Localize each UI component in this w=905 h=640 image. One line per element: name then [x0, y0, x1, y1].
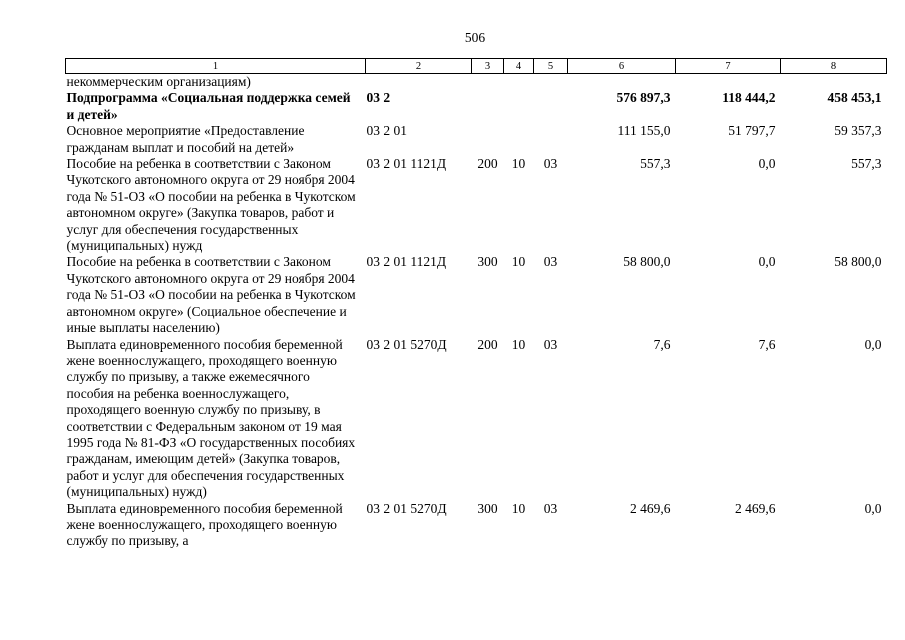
col3-cell: [472, 74, 504, 91]
table-row: Подпрограмма «Социальная поддержка семей…: [66, 90, 887, 123]
col3-cell: 300: [477, 254, 498, 270]
budget-table: 1 2 3 4 5 6 7 8 некоммерческим организац…: [65, 58, 887, 550]
col4-cell: 10: [511, 336, 526, 352]
col3-cell: 300: [477, 500, 498, 516]
name-cell: Основное мероприятие «Предоставление гра…: [66, 123, 305, 155]
column-header: 8: [780, 58, 887, 74]
name-cell: некоммерческим организациям): [66, 74, 251, 89]
column-header: 6: [567, 58, 676, 74]
code-cell: 03 2 01 1121Д: [366, 254, 447, 270]
table-row: Выплата единовременного пособия беременн…: [66, 337, 887, 501]
code-cell: 03 2 01: [366, 123, 408, 139]
name-cell: Подпрограмма «Социальная поддержка семей…: [66, 90, 351, 122]
table-header: 1 2 3 4 5 6 7 8: [65, 58, 887, 74]
col6-cell: 557,3: [640, 156, 671, 172]
col4-cell: [504, 74, 534, 91]
col4-cell: 10: [511, 500, 526, 516]
code-cell: 03 2 01 5270Д: [366, 500, 447, 516]
table-row: Выплата единовременного пособия беременн…: [66, 501, 887, 550]
name-cell: Выплата единовременного пособия беременн…: [66, 500, 343, 549]
col8-cell: 557,3: [851, 156, 882, 172]
col8-cell: [781, 74, 887, 91]
col5-cell: [534, 123, 568, 156]
col5-cell: 03: [543, 254, 558, 270]
header-row: 1 2 3 4 5 6 7 8: [65, 58, 887, 74]
column-header: 4: [503, 58, 534, 74]
col4-cell: [504, 123, 534, 156]
table-row: некоммерческим организациям): [66, 74, 887, 91]
col7-cell: 7,6: [758, 336, 776, 352]
col4-cell: [504, 90, 534, 123]
col6-cell: 2 469,6: [630, 500, 671, 516]
col5-cell: 03: [543, 500, 558, 516]
code-cell: [366, 74, 472, 91]
col7-cell: 2 469,6: [735, 500, 776, 516]
name-cell: Пособие на ребенка в соответствии с Зако…: [66, 254, 356, 336]
col3-cell: [472, 90, 504, 123]
col7-cell: 0,0: [758, 254, 776, 270]
col8-cell: 0,0: [864, 500, 882, 516]
col8-cell: 0,0: [864, 336, 882, 352]
table-row: Основное мероприятие «Предоставление гра…: [66, 123, 887, 156]
col8-cell: 59 357,3: [834, 123, 882, 139]
col8-cell: 458 453,1: [827, 90, 882, 106]
column-header: 7: [675, 58, 781, 74]
name-cell: Выплата единовременного пособия беременн…: [66, 336, 356, 500]
column-header: 2: [365, 58, 472, 74]
col3-cell: [472, 123, 504, 156]
col6-cell: 7,6: [653, 336, 671, 352]
name-cell: Пособие на ребенка в соответствии с Зако…: [66, 156, 356, 254]
col5-cell: [534, 90, 568, 123]
col3-cell: 200: [477, 336, 498, 352]
col5-cell: [534, 74, 568, 91]
col5-cell: 03: [543, 336, 558, 352]
table-body: некоммерческим организациям) Подпрограмм…: [66, 74, 887, 550]
col4-cell: 10: [511, 156, 526, 172]
col7-cell: 0,0: [758, 156, 776, 172]
col3-cell: 200: [477, 156, 498, 172]
col6-cell: 111 155,0: [617, 123, 671, 139]
col4-cell: 10: [511, 254, 526, 270]
column-header: 5: [533, 58, 568, 74]
column-header: 1: [65, 58, 366, 74]
col7-cell: 118 444,2: [722, 90, 776, 106]
col6-cell: 58 800,0: [623, 254, 671, 270]
page-number: 506: [464, 30, 486, 45]
code-cell: 03 2: [366, 90, 391, 106]
column-header: 3: [471, 58, 504, 74]
table-row: Пособие на ребенка в соответствии с Зако…: [66, 156, 887, 254]
table-row: Пособие на ребенка в соответствии с Зако…: [66, 254, 887, 336]
col6-cell: [568, 74, 676, 91]
col6-cell: 576 897,3: [616, 90, 671, 106]
col7-cell: 51 797,7: [728, 123, 776, 139]
code-cell: 03 2 01 1121Д: [366, 156, 447, 172]
col5-cell: 03: [543, 156, 558, 172]
col7-cell: [676, 74, 781, 91]
code-cell: 03 2 01 5270Д: [366, 336, 447, 352]
col8-cell: 58 800,0: [834, 254, 882, 270]
